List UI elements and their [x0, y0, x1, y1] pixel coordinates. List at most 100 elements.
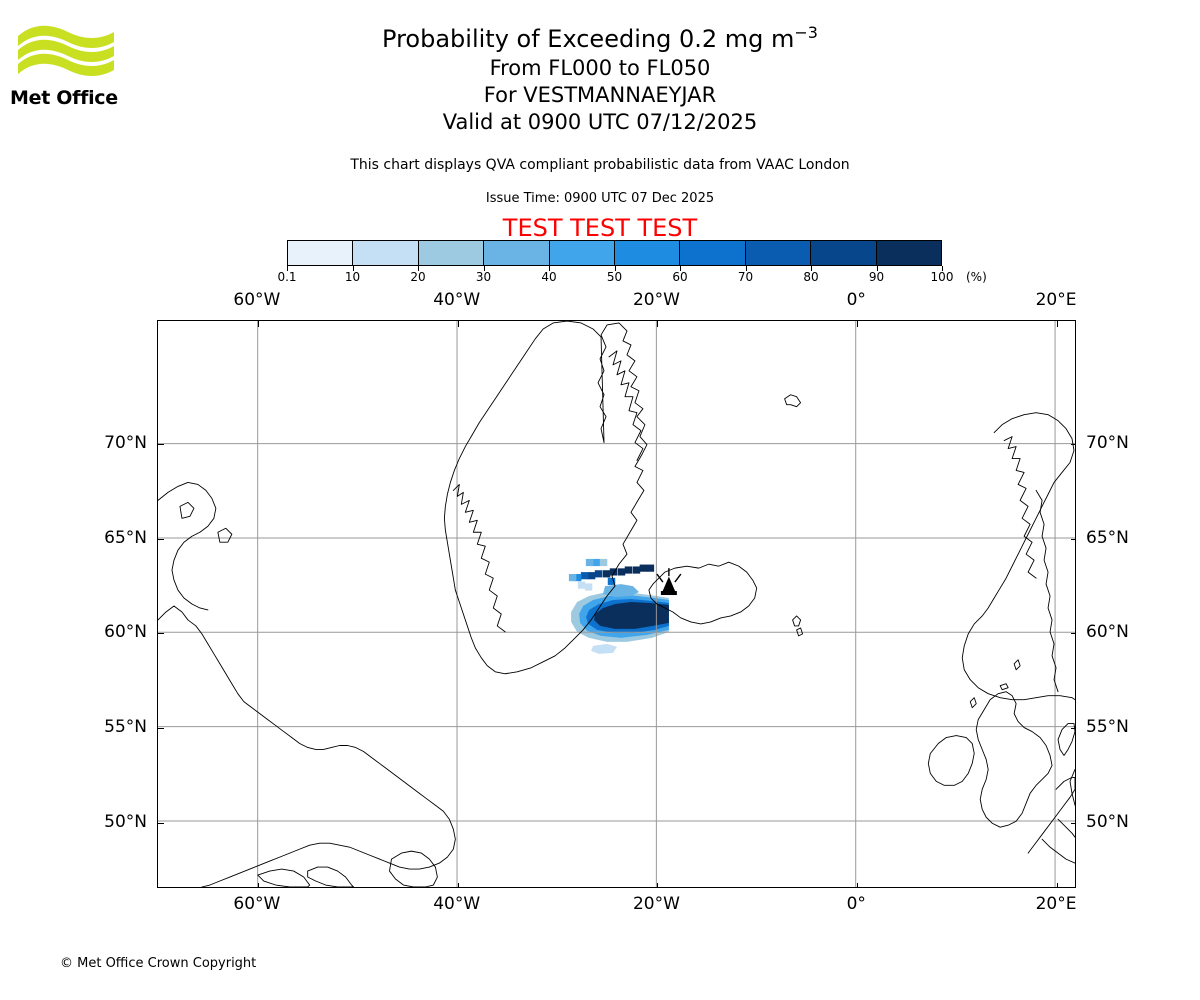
frame-tick-lon-1-0	[457, 321, 459, 327]
colorbar-tick-label-6: 60	[672, 270, 688, 284]
chart-title-block: Probability of Exceeding 0.2 mg m−3 From…	[0, 24, 1200, 136]
lon-label-bottom-1: 40°W	[433, 894, 481, 914]
colorbar-tick-2	[418, 266, 419, 271]
frame-tick-lon-3-1	[857, 883, 859, 887]
coastline-greenland-west-fjords	[452, 483, 506, 633]
map-svg	[158, 321, 1075, 887]
plume-cell-4	[617, 568, 626, 576]
colorbar-tick-label-4: 40	[541, 270, 557, 284]
plume-cell-11	[568, 574, 577, 582]
lon-label-bottom-0: 60°W	[233, 894, 281, 914]
colorbar-tick-label-5: 50	[606, 270, 623, 284]
coastline-faroe-islands	[792, 615, 802, 627]
frame-tick-lat-4-0	[158, 822, 164, 824]
lon-label-bottom-4: 20°E	[1035, 894, 1077, 914]
lon-label-top-1: 40°W	[433, 290, 481, 310]
colorbar-tick-label-8: 80	[803, 270, 819, 284]
lat-label-left-2: 60°N	[104, 622, 147, 643]
colorbar-tick-label-0: 0.1	[277, 270, 297, 284]
colorbar-segment-8	[810, 241, 876, 265]
frame-tick-lat-3-1	[1071, 728, 1075, 730]
frame-tick-lat-3-0	[158, 728, 164, 730]
colorbar-tick-label-1: 10	[344, 270, 361, 284]
border-germany-poland	[1069, 768, 1075, 806]
met-office-logo-text: Met Office	[10, 87, 118, 109]
plume-cell-14	[599, 558, 608, 567]
colorbar-tick-label-2: 20	[410, 270, 426, 284]
lon-label-top-4: 20°E	[1035, 290, 1077, 310]
frame-tick-lon-0-0	[257, 321, 259, 327]
colorbar-segment-9	[875, 241, 942, 265]
frame-tick-lat-4-1	[1071, 822, 1075, 824]
colorbar-tick-0	[287, 266, 288, 271]
colorbar-tick-7	[745, 266, 747, 271]
colorbar-tick-10	[942, 266, 943, 271]
plume-cell-3	[624, 566, 633, 574]
plume-core	[594, 602, 669, 629]
lon-label-top-2: 20°W	[632, 290, 680, 310]
lon-label-top-0: 60°W	[233, 290, 281, 310]
plume-cell-5	[609, 568, 618, 576]
plume-cell-16	[584, 583, 593, 591]
frame-tick-lon-2-0	[657, 321, 659, 327]
colorbar-segment-5	[614, 241, 680, 265]
colorbar-segment-7	[744, 241, 811, 265]
coastline-shetland	[1013, 659, 1021, 671]
plume-cell-1	[639, 564, 648, 572]
lat-label-right-0: 70°N	[1086, 433, 1129, 454]
frame-tick-lon-4-0	[1057, 321, 1059, 327]
plume-cell-0	[646, 564, 655, 572]
coastlines-layer	[158, 321, 1075, 887]
colorbar-tick-label-7: 70	[737, 270, 754, 284]
frame-tick-lat-1-0	[158, 538, 164, 540]
colorbar-segment-4	[548, 241, 615, 265]
plume-cell-8	[587, 572, 596, 580]
met-office-wave-icon	[18, 25, 114, 76]
lat-label-right-2: 60°N	[1086, 622, 1129, 643]
coastline-nova-scotia	[307, 866, 355, 887]
colorbar-tick-label-10: 100	[930, 270, 954, 284]
colorbar-segment-1	[352, 241, 418, 265]
lat-label-left-0: 70°N	[104, 433, 147, 454]
qva-note: This chart displays QVA compliant probab…	[350, 157, 850, 173]
frame-tick-lat-2-1	[1071, 633, 1075, 635]
coastline-stlawrence	[257, 868, 311, 887]
colorbar-segment-6	[679, 241, 745, 265]
coastline-faroe-islands-2	[796, 627, 804, 637]
lon-label-bottom-2: 20°W	[632, 894, 680, 914]
frame-tick-lon-2-1	[657, 883, 659, 887]
colorbar-segment-2	[417, 241, 484, 265]
ash-plume-layer	[568, 558, 669, 654]
colorbar-tick-labels: 0.1 10 20 30 40 50 60 70 80 90 100	[277, 270, 953, 286]
colorbar-tick-1	[352, 266, 354, 271]
lat-label-left-3: 55°N	[104, 717, 147, 738]
page-title-exponent: −3	[794, 23, 818, 42]
issue-time: Issue Time: 0900 UTC 07 Dec 2025	[485, 191, 715, 206]
border-central-europe	[1057, 818, 1075, 838]
plume-cell-6	[602, 570, 611, 578]
plume-cell-10	[573, 574, 582, 582]
lat-label-right-3: 55°N	[1086, 717, 1129, 738]
plume-cell-12	[592, 558, 601, 567]
coastline-hebrides	[969, 697, 977, 709]
frame-tick-lat-1-1	[1071, 538, 1075, 540]
frame-tick-lat-2-0	[158, 633, 164, 635]
frame-tick-lon-1-1	[457, 883, 459, 887]
coastline-baffin-detail	[179, 501, 195, 519]
frame-tick-lon-0-1	[257, 883, 259, 887]
met-office-logo: Met Office	[10, 18, 120, 113]
colorbar-segment-3	[483, 241, 549, 265]
map-plot-area[interactable]	[157, 320, 1076, 888]
coastline-greenland-east-detail	[608, 350, 644, 461]
coastline-baltic-east	[1035, 489, 1059, 693]
test-banner: TEST TEST TEST	[502, 214, 698, 242]
coastline-ireland	[927, 735, 975, 786]
coastline-scandinavia	[961, 412, 1075, 701]
coastline-nw-europe	[1027, 776, 1075, 854]
coastline-greenland	[443, 321, 648, 675]
coastline-norway-fjords	[1003, 436, 1037, 579]
frame-tick-lat-0-1	[1071, 444, 1075, 446]
frame-tick-lon-4-1	[1057, 883, 1059, 887]
colorbar-tick-8	[811, 266, 812, 271]
plume-cell-9	[580, 572, 589, 580]
